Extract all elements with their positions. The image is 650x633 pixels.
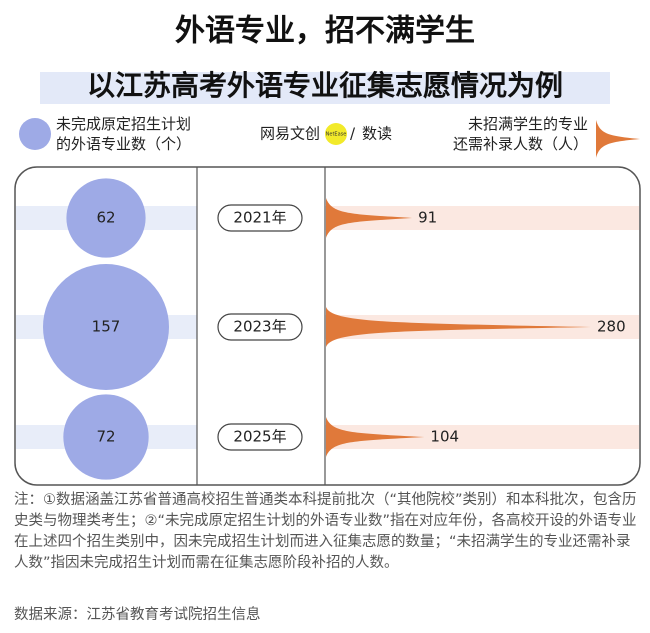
legend-right: 未招满学生的专业 还需补录人数（人） [452, 115, 588, 153]
bubble [43, 264, 169, 390]
chart-frame [14, 166, 641, 486]
title: 外语专业，招不满学生 [175, 14, 475, 49]
bubble-label: 72 [96, 428, 115, 446]
year-pill [217, 423, 303, 451]
year-label: 2025年 [233, 428, 286, 446]
logo-tag: NetEase [326, 132, 347, 138]
horn-label: 91 [418, 209, 437, 227]
horn [326, 417, 425, 457]
horn-label: 104 [430, 428, 459, 446]
year-pill [217, 313, 303, 341]
bubble-label: 62 [96, 209, 115, 227]
logo-dot [325, 123, 347, 145]
source: 数据来源：江苏省教育考试院招生信息 [14, 607, 261, 623]
legend-left: 未完成原定招生计划 的外语专业数（个） [56, 115, 192, 153]
logo-column: 数读 [362, 125, 392, 143]
year-pill [217, 204, 303, 232]
subtitle: 以江苏高考外语专业征集志愿情况为例 [87, 69, 563, 102]
horn [326, 198, 413, 238]
legend-horn [596, 120, 640, 158]
bubble-label: 157 [92, 318, 121, 336]
year-label: 2023年 [233, 318, 286, 336]
plot: 2021年 62 91 2023年 157 280 2025年 72 104 [16, 178, 639, 480]
notes: 注：①数据涵盖江苏省普通高校招生普通类本科提前批次（“其他院校”类别）和本科批次… [14, 492, 637, 571]
horn-label: 280 [597, 318, 626, 336]
bubble [63, 394, 149, 480]
logo-brand: 网易文创 [260, 125, 320, 143]
subtitle-highlight [40, 72, 610, 104]
horn [326, 307, 591, 347]
bubble [66, 178, 146, 258]
legend-bubble [19, 118, 51, 150]
year-label: 2021年 [233, 209, 286, 227]
logo-slash: / [350, 125, 356, 143]
